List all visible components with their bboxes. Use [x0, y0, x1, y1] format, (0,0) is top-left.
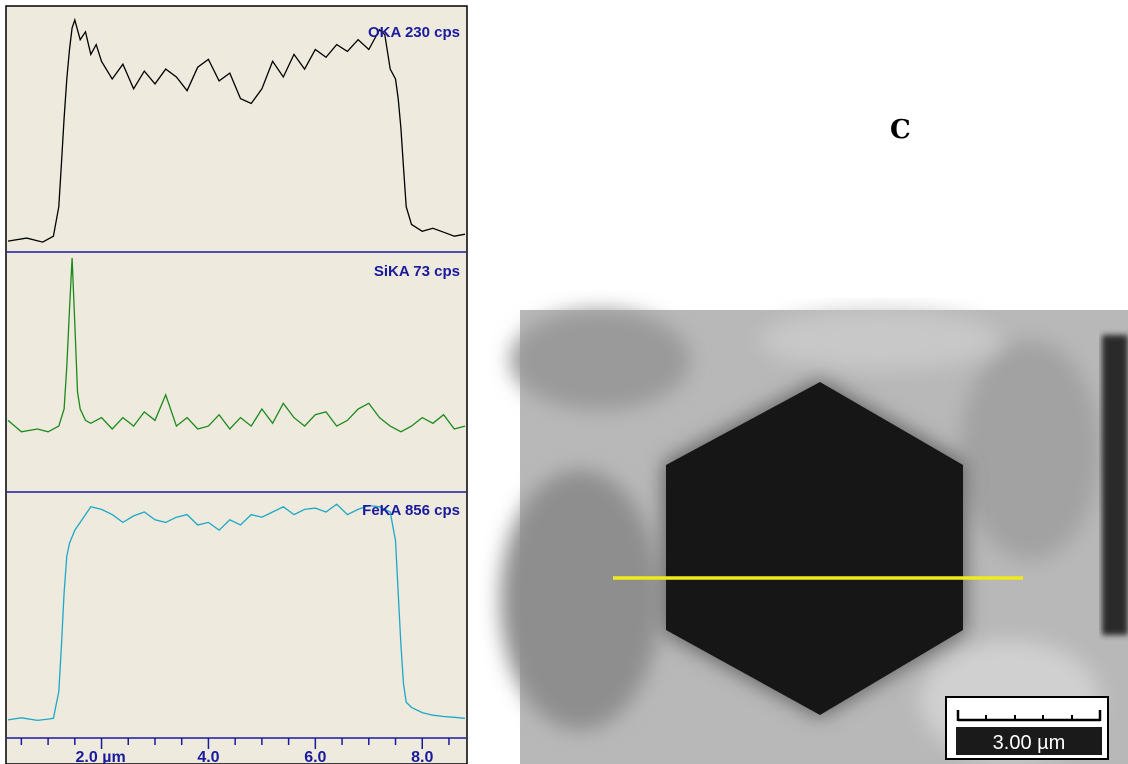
series-line — [7, 17, 466, 243]
panel-letter: C — [890, 115, 911, 145]
scale-bar-label: 3.00 µm — [993, 732, 1066, 754]
tem-micrograph: 3.00 µm — [500, 310, 1128, 764]
series-line — [7, 257, 466, 433]
x-tick-label: 4.0 — [197, 749, 219, 764]
x-tick-label: 2.0 µm — [76, 749, 126, 764]
trace-label: FeKA 856 cps — [362, 502, 460, 519]
hexagonal-particle — [666, 382, 963, 715]
trace-label: OKA 230 cps — [368, 24, 460, 41]
dark-edge — [1102, 335, 1128, 635]
x-tick-label: 8.0 — [411, 749, 433, 764]
line-scan-chart: OKA 230 cps SiKA 73 cps FeKA 856 cps 2.0 µ… — [5, 5, 468, 764]
chart-background — [5, 5, 468, 764]
series-line — [7, 503, 466, 722]
x-tick-label: 6.0 — [304, 749, 326, 764]
trace-label: SiKA 73 cps — [374, 263, 460, 280]
scale-bar: 3.00 µm — [945, 696, 1109, 760]
